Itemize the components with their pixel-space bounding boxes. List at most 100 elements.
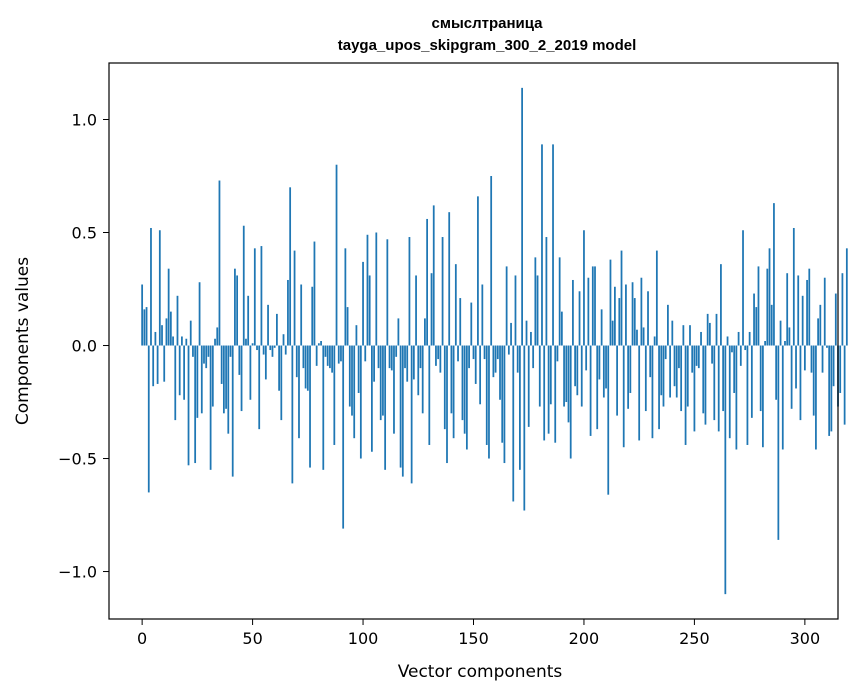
- bar-166: [507, 345, 510, 355]
- bar-14: [172, 336, 174, 346]
- bar-273: [744, 345, 747, 351]
- bar-126: [419, 345, 422, 369]
- bar-232: [653, 336, 656, 346]
- bar-308: [821, 345, 824, 373]
- bar-117: [399, 345, 402, 468]
- bar-221: [629, 345, 632, 393]
- bar-60: [273, 345, 276, 348]
- bar-44: [238, 345, 241, 375]
- bar-95: [351, 345, 353, 416]
- bar-304: [812, 345, 815, 416]
- bar-163: [501, 345, 504, 443]
- bar-309: [823, 277, 826, 346]
- bar-147: [465, 345, 468, 450]
- bar-200: [583, 230, 585, 346]
- bar-88: [335, 164, 338, 346]
- bar-155: [483, 345, 486, 360]
- bar-223: [633, 298, 636, 346]
- bar-3: [147, 345, 150, 493]
- bar-201: [585, 345, 588, 371]
- bar-65: [284, 345, 287, 355]
- bar-84: [326, 345, 329, 366]
- bar-39: [227, 345, 230, 434]
- chart-title-line1: смыслтраница: [432, 15, 544, 32]
- bar-292: [786, 273, 789, 346]
- bar-55: [262, 345, 265, 355]
- bar-63: [280, 345, 283, 421]
- bar-118: [401, 345, 404, 477]
- bar-269: [735, 345, 738, 450]
- bar-158: [490, 176, 493, 346]
- bar-152: [477, 196, 479, 346]
- bar-15: [174, 345, 177, 421]
- bar-314: [834, 293, 837, 346]
- bar-47: [245, 338, 247, 346]
- bar-264: [724, 345, 727, 595]
- bar-4: [150, 227, 152, 346]
- bar-212: [609, 259, 612, 346]
- x-tick-label: 300: [790, 629, 821, 648]
- bar-180: [538, 345, 541, 407]
- bar-298: [799, 345, 802, 421]
- x-axis-label: Vector components: [398, 662, 563, 682]
- bar-69: [293, 250, 296, 346]
- bar-71: [298, 345, 300, 439]
- bar-154: [481, 284, 484, 346]
- bar-107: [377, 345, 380, 369]
- bar-76: [309, 345, 311, 468]
- bar-211: [607, 345, 610, 495]
- bar-61: [276, 313, 278, 346]
- bar-79: [315, 345, 318, 366]
- bar-103: [368, 275, 371, 346]
- bar-116: [397, 318, 400, 346]
- bar-38: [225, 345, 227, 409]
- bar-311: [828, 345, 831, 436]
- bar-274: [746, 345, 749, 445]
- bar-186: [552, 144, 554, 346]
- bar-202: [587, 277, 590, 346]
- bar-225: [638, 345, 641, 441]
- bar-207: [598, 345, 601, 380]
- bar-97: [355, 325, 358, 346]
- bars-group: [141, 87, 848, 595]
- bar-275: [748, 331, 751, 346]
- bar-53: [258, 345, 261, 430]
- x-tick-label: 100: [348, 629, 379, 648]
- bar-82: [322, 345, 325, 470]
- bar-268: [733, 345, 736, 393]
- bar-271: [739, 345, 742, 366]
- bar-319: [845, 248, 848, 346]
- bar-285: [770, 304, 773, 346]
- bar-299: [801, 295, 804, 346]
- bar-153: [479, 345, 482, 405]
- bar-149: [470, 302, 473, 346]
- bar-41: [231, 345, 234, 477]
- bar-191: [563, 345, 565, 407]
- bar-199: [580, 345, 583, 407]
- y-tick-label: 0.5: [72, 224, 97, 243]
- bar-111: [386, 239, 389, 346]
- bar-135: [439, 345, 442, 373]
- bar-72: [300, 284, 303, 346]
- plot-frame: [108, 62, 839, 620]
- bar-287: [775, 345, 778, 400]
- bar-257: [708, 322, 711, 346]
- bar-261: [717, 345, 720, 432]
- bar-250: [693, 345, 696, 432]
- x-tick-label: 50: [242, 629, 262, 648]
- bar-10: [163, 345, 166, 382]
- x-tick-label: 150: [458, 629, 489, 648]
- bar-34: [216, 327, 219, 346]
- bar-295: [792, 227, 795, 346]
- bar-169: [514, 275, 517, 346]
- bar-113: [390, 345, 393, 371]
- bar-248: [689, 325, 691, 346]
- bar-159: [492, 345, 495, 378]
- bar-124: [415, 275, 417, 346]
- bar-59: [271, 345, 274, 357]
- bar-29: [205, 345, 208, 369]
- bar-85: [329, 345, 331, 369]
- bar-130: [428, 345, 431, 445]
- bar-313: [832, 345, 835, 387]
- bar-231: [651, 345, 654, 439]
